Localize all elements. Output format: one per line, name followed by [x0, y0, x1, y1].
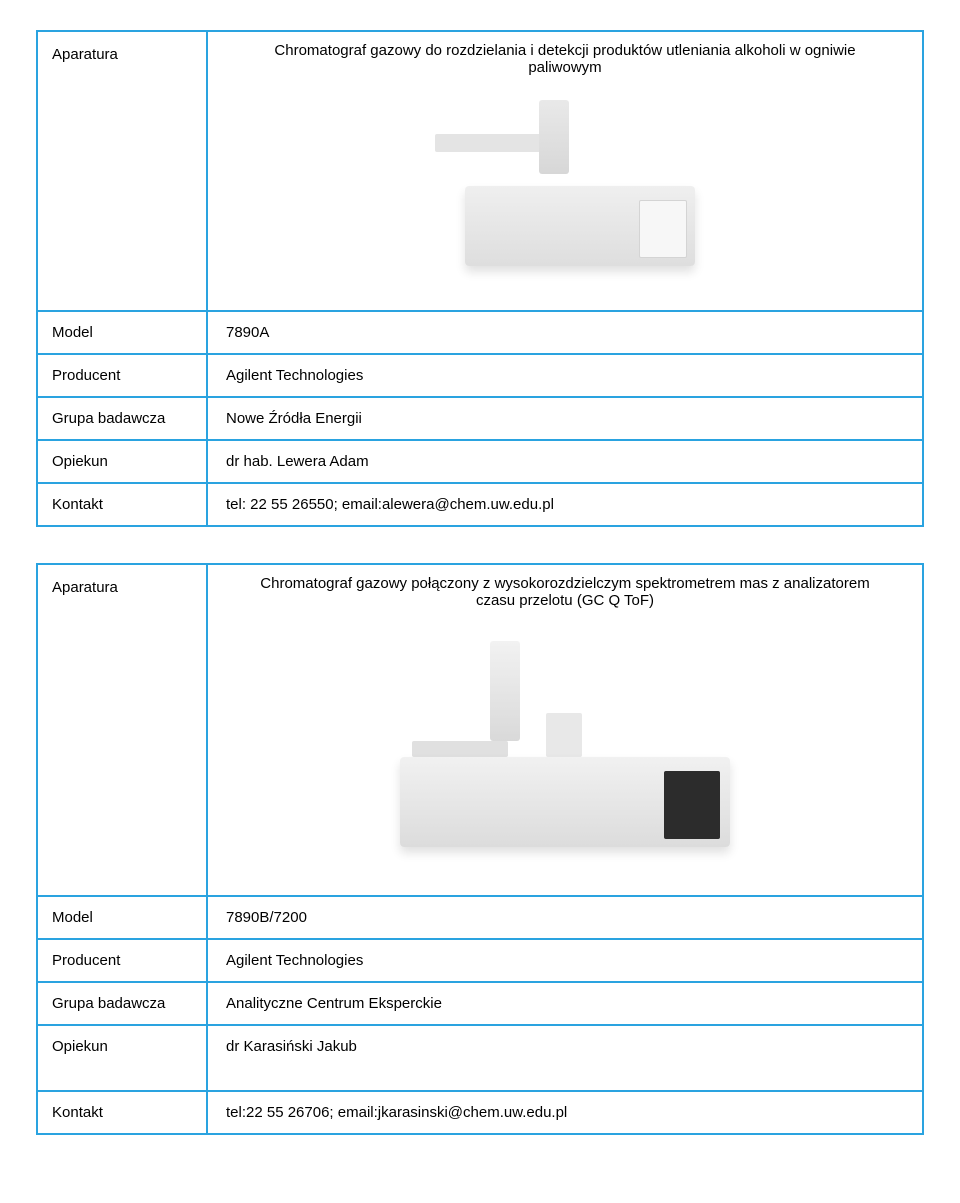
- row-opiekun: Opiekun dr hab. Lewera Adam: [38, 439, 922, 482]
- row-grupa-badawcza: Grupa badawcza Analityczne Centrum Ekspe…: [38, 981, 922, 1024]
- row-producent: Producent Agilent Technologies: [38, 353, 922, 396]
- label-opiekun: Opiekun: [38, 1026, 208, 1090]
- row-opiekun: Opiekun dr Karasiński Jakub: [38, 1024, 922, 1090]
- value-aparatura: Chromatograf gazowy do rozdzielania i de…: [208, 32, 922, 310]
- label-aparatura: Aparatura: [38, 565, 208, 895]
- value-grupa-badawcza: Analityczne Centrum Eksperckie: [208, 983, 922, 1024]
- row-aparatura: Aparatura Chromatograf gazowy do rozdzie…: [38, 32, 922, 310]
- row-producent: Producent Agilent Technologies: [38, 938, 922, 981]
- value-model: 7890A: [208, 312, 922, 353]
- aparatura-title-text: Chromatograf gazowy do rozdzielania i de…: [248, 42, 882, 76]
- row-kontakt: Kontakt tel: 22 55 26550; email:alewera@…: [38, 482, 922, 525]
- aparatura-title-text: Chromatograf gazowy połączony z wysokoro…: [248, 575, 882, 609]
- label-opiekun: Opiekun: [38, 441, 208, 482]
- equipment-card-2: Aparatura Chromatograf gazowy połączony …: [36, 563, 924, 1135]
- row-model: Model 7890A: [38, 310, 922, 353]
- equipment-card-1: Aparatura Chromatograf gazowy do rozdzie…: [36, 30, 924, 527]
- value-grupa-badawcza: Nowe Źródła Energii: [208, 398, 922, 439]
- label-producent: Producent: [38, 355, 208, 396]
- label-kontakt: Kontakt: [38, 1092, 208, 1133]
- label-grupa-badawcza: Grupa badawcza: [38, 398, 208, 439]
- row-aparatura: Aparatura Chromatograf gazowy połączony …: [38, 565, 922, 895]
- label-kontakt: Kontakt: [38, 484, 208, 525]
- label-aparatura: Aparatura: [38, 32, 208, 310]
- label-model: Model: [38, 897, 208, 938]
- row-kontakt: Kontakt tel:22 55 26706; email:jkarasins…: [38, 1090, 922, 1133]
- value-opiekun: dr hab. Lewera Adam: [208, 441, 922, 482]
- value-producent: Agilent Technologies: [208, 355, 922, 396]
- row-grupa-badawcza: Grupa badawcza Nowe Źródła Energii: [38, 396, 922, 439]
- value-opiekun: dr Karasiński Jakub: [208, 1026, 922, 1090]
- value-kontakt: tel:22 55 26706; email:jkarasinski@chem.…: [208, 1092, 922, 1133]
- value-aparatura: Chromatograf gazowy połączony z wysokoro…: [208, 565, 922, 895]
- value-model: 7890B/7200: [208, 897, 922, 938]
- label-grupa-badawcza: Grupa badawcza: [38, 983, 208, 1024]
- row-model: Model 7890B/7200: [38, 895, 922, 938]
- instrument-image-placeholder: [400, 635, 730, 865]
- label-producent: Producent: [38, 940, 208, 981]
- instrument-image-placeholder: [435, 94, 695, 284]
- label-model: Model: [38, 312, 208, 353]
- value-producent: Agilent Technologies: [208, 940, 922, 981]
- value-kontakt: tel: 22 55 26550; email:alewera@chem.uw.…: [208, 484, 922, 525]
